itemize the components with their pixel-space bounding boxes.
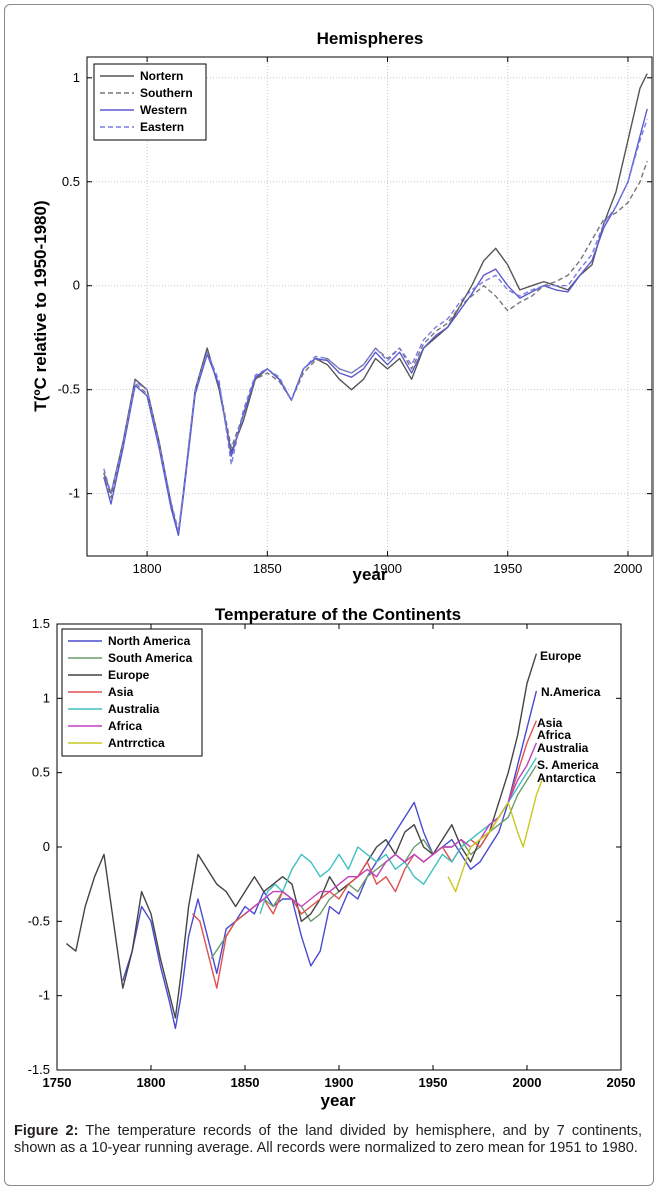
x-tick-label: 1750 bbox=[43, 1075, 72, 1090]
x-tick-label: 1850 bbox=[231, 1075, 260, 1090]
y-tick-label: 0.5 bbox=[32, 765, 50, 780]
caption-text: The temperature records of the land divi… bbox=[14, 1123, 642, 1156]
x-tick-label: 2000 bbox=[513, 1075, 542, 1090]
y-tick-label: -1 bbox=[68, 486, 80, 501]
x-tick-label: 2000 bbox=[613, 561, 642, 576]
legend-label-europe: Europe bbox=[108, 668, 150, 682]
x-tick-label: 1800 bbox=[133, 561, 162, 576]
y-tick-label: 0.5 bbox=[62, 174, 80, 189]
x-tick-label: 1800 bbox=[137, 1075, 166, 1090]
legend-continents: North America South America Europe Asia Aust… bbox=[61, 628, 203, 757]
y-tick-label: -1 bbox=[38, 988, 50, 1003]
y-tick-label: -0.5 bbox=[58, 382, 80, 397]
plot-area-hemispheres bbox=[86, 56, 653, 557]
legend-label-antrrctica: Antrrctica bbox=[108, 736, 165, 750]
annotation-europe: Europe bbox=[540, 649, 582, 663]
legend-label-nortern: Nortern bbox=[140, 69, 183, 83]
caption-label: Figure 2: bbox=[14, 1123, 79, 1139]
y-tick-label: 1 bbox=[43, 690, 50, 705]
hemispheres-chart: Hemispheres 1800 1850 1900 1950 2000 1 0.5 0 -0.… bbox=[31, 29, 653, 584]
series-line-antrrctica bbox=[447, 779, 543, 893]
x-tick-label: 1850 bbox=[253, 561, 282, 576]
chart-title-continents: Temperature of the Continents bbox=[215, 605, 461, 624]
y-tick-label: 0 bbox=[73, 278, 80, 293]
series-lines bbox=[103, 73, 648, 536]
y-tick-label: 0 bbox=[43, 839, 50, 854]
legend-label-africa: Africa bbox=[108, 719, 142, 733]
series-line-south-america bbox=[210, 764, 537, 959]
legend-label-asia: Asia bbox=[108, 685, 134, 699]
y-tick-label: 1 bbox=[73, 70, 80, 85]
series-lines bbox=[65, 653, 543, 1030]
legend-label-western: Western bbox=[140, 103, 187, 117]
x-tick-label: 1900 bbox=[373, 561, 402, 576]
series-line-africa bbox=[244, 742, 538, 915]
legend-label-southern: Southern bbox=[140, 86, 193, 100]
continents-chart: Temperature of the Continents 1750 1800 18… bbox=[28, 605, 636, 1110]
y-tick-label: -1.5 bbox=[28, 1062, 50, 1077]
series-line-australia bbox=[259, 757, 537, 915]
annotation-s-america: S. America bbox=[537, 758, 599, 772]
x-axis-label-hemispheres: year bbox=[353, 565, 388, 584]
y-tick-label: 1.5 bbox=[32, 616, 50, 631]
legend-label-eastern: Eastern bbox=[140, 120, 184, 134]
annotation-africa: Africa bbox=[537, 728, 571, 742]
annotation-australia: Australia bbox=[537, 741, 589, 755]
legend-hemispheres: Nortern Southern Western Eastern bbox=[93, 63, 207, 141]
chart-title-hemispheres: Hemispheres bbox=[317, 29, 424, 48]
x-axis-label-continents: year bbox=[321, 1091, 356, 1110]
figure-frame bbox=[4, 4, 654, 1186]
axis-ticks: 1750 1800 1850 1900 1950 2000 2050 1.5 1 0.5 0 -0.5… bbox=[28, 616, 636, 1090]
y-tick-label: -0.5 bbox=[28, 913, 50, 928]
grid-lines bbox=[87, 57, 652, 556]
legend-label-north-america: North America bbox=[108, 634, 191, 648]
series-line-eastern bbox=[103, 119, 648, 532]
annotation-asia: Asia bbox=[537, 716, 563, 730]
x-tick-label: 1950 bbox=[419, 1075, 448, 1090]
legend-label-south-america: South America bbox=[108, 651, 193, 665]
axis-ticks: 1800 1850 1900 1950 2000 1 0.5 0 -0.5 -1 bbox=[58, 57, 652, 576]
y-axis-label-hemispheres: T(ºC relative to 1950-1980) bbox=[31, 200, 50, 411]
x-tick-label: 1900 bbox=[325, 1075, 354, 1090]
series-line-western bbox=[103, 108, 648, 536]
legend-label-australia: Australia bbox=[108, 702, 160, 716]
annotation-antarctica: Antarctica bbox=[537, 771, 596, 785]
annotation-n-america: N.America bbox=[541, 685, 601, 699]
x-tick-label: 1950 bbox=[493, 561, 522, 576]
x-tick-label: 2050 bbox=[607, 1075, 636, 1090]
figure-caption: Figure 2: The temperature records of the… bbox=[14, 1123, 642, 1157]
